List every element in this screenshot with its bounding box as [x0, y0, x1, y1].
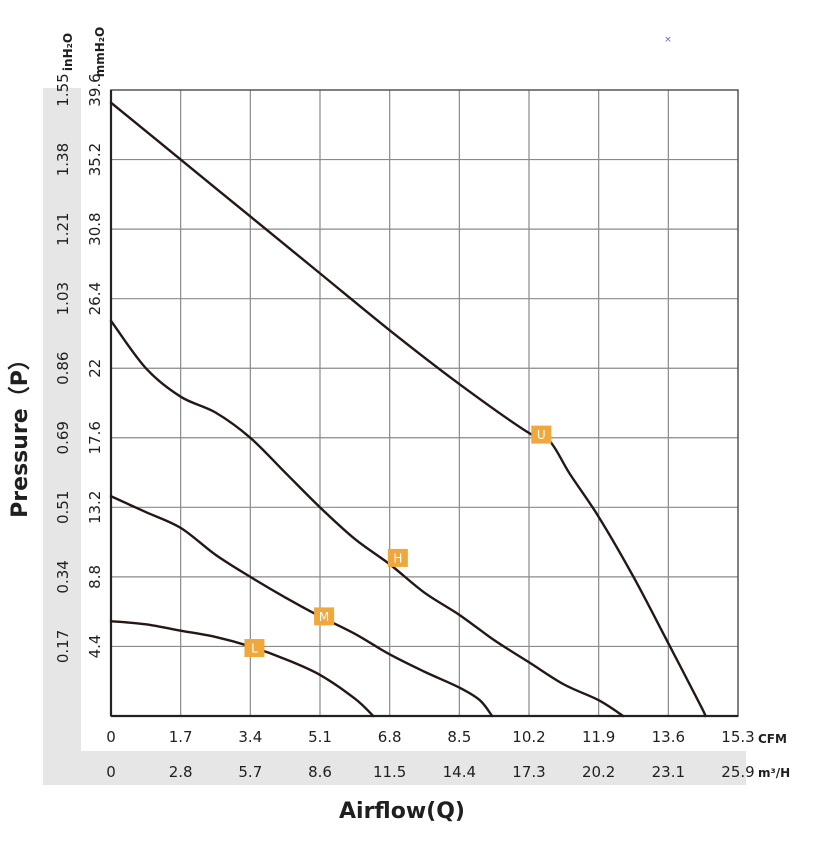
y-tick-label-inh2o: 0.86: [54, 352, 72, 385]
series-marker-l: L: [244, 639, 265, 658]
x-tick-label-m3h: 14.4: [443, 763, 476, 781]
tick-labels: 0 1.7 3.4 5.1 6.8 8.5 10.2 11.9 13.6 15.3 0 2.8 5.7 8…: [54, 73, 755, 781]
x-tick-label-m3h: 8.6: [308, 763, 332, 781]
series-marker-u: U: [531, 425, 552, 444]
series-line-l: [109, 619, 375, 718]
curves: [109, 101, 707, 718]
y-tick-label-mmh2o: 39.6: [86, 73, 104, 106]
x-tick-label-cfm: 15.3: [721, 728, 754, 746]
y-tick-label-inh2o: 1.03: [54, 282, 72, 315]
marker-label: H: [393, 551, 402, 565]
y-tick-label-inh2o: 1.38: [54, 143, 72, 176]
y-tick-label-inh2o: 1.55: [54, 73, 72, 106]
x-tick-label-m3h: 0: [106, 763, 116, 781]
y-tick-label-inh2o: 1.21: [54, 212, 72, 245]
y-tick-label-mmh2o: 8.8: [86, 565, 104, 589]
x-tick-label-m3h: 25.9: [721, 763, 754, 781]
y-tick-label-mmh2o: 30.8: [86, 212, 104, 245]
y-tick-label-inh2o: 0.34: [54, 560, 72, 593]
x-tick-label-cfm: 6.8: [378, 728, 402, 746]
x-tick-label-cfm: 5.1: [308, 728, 332, 746]
y-axis-band: [43, 88, 81, 751]
y-tick-label-mmh2o: 22: [86, 359, 104, 378]
marker-box: [314, 607, 335, 626]
corner-mark: ×: [664, 35, 672, 45]
x-tick-label-cfm: 8.5: [447, 728, 471, 746]
series-marker-h: H: [387, 548, 408, 567]
series-line-u: [109, 101, 707, 718]
y-tick-label-inh2o: 0.51: [54, 491, 72, 524]
x-tick-label-m3h: 11.5: [373, 763, 406, 781]
x-tick-label-m3h: 17.3: [512, 763, 545, 781]
marker-label: M: [319, 610, 329, 624]
x-tick-label-cfm: 3.4: [238, 728, 262, 746]
marker-box: [387, 548, 408, 567]
x-tick-label-m3h: 5.7: [238, 763, 262, 781]
series-marker-m: M: [314, 607, 335, 626]
x-axis-title: Airflow(Q): [339, 799, 465, 824]
markers: U H M L: [244, 425, 552, 658]
y-unit-primary: mmH₂O: [93, 27, 107, 78]
x-tick-label-cfm: 10.2: [512, 728, 545, 746]
marker-box: [531, 425, 552, 444]
x-tick-label-cfm: 1.7: [169, 728, 193, 746]
y-tick-label-mmh2o: 13.2: [86, 491, 104, 524]
marker-box: [244, 639, 265, 658]
plot-frame: [109, 89, 739, 718]
series-line-m: [109, 495, 494, 718]
x-tick-label-m3h: 23.1: [652, 763, 685, 781]
x-tick-label-cfm: 11.9: [582, 728, 615, 746]
y-tick-label-mmh2o: 17.6: [86, 421, 104, 454]
series-line-h: [109, 319, 625, 718]
marker-label: U: [537, 428, 546, 442]
marker-label: L: [251, 642, 258, 656]
y-tick-label-mmh2o: 4.4: [86, 635, 104, 659]
x-tick-label-m3h: 2.8: [169, 763, 193, 781]
x-unit-secondary: m³/H: [758, 766, 790, 780]
x-tick-label-m3h: 20.2: [582, 763, 615, 781]
grid: [111, 90, 738, 716]
y-tick-label-mmh2o: 26.4: [86, 282, 104, 315]
x-axis-band: [43, 751, 746, 785]
y-axis-title: Pressure（P）: [8, 348, 33, 518]
x-tick-label-cfm: 13.6: [652, 728, 685, 746]
y-tick-label-inh2o: 0.17: [54, 630, 72, 663]
y-tick-label-mmh2o: 35.2: [86, 143, 104, 176]
plot-border: [110, 89, 739, 717]
y-unit-secondary: inH₂O: [61, 33, 75, 71]
x-unit-primary: CFM: [758, 732, 787, 746]
x-tick-label-cfm: 0: [106, 728, 116, 746]
y-tick-label-inh2o: 0.69: [54, 421, 72, 454]
